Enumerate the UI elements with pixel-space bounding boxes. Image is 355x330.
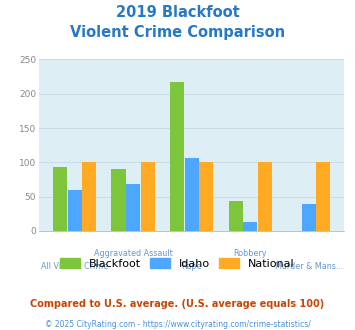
Text: Violent Crime Comparison: Violent Crime Comparison (70, 25, 285, 40)
Bar (185, 157, 199, 231)
Legend: Blackfoot, Idaho, National: Blackfoot, Idaho, National (56, 254, 299, 273)
Bar (141, 162, 155, 231)
Bar (229, 202, 242, 231)
Bar (243, 222, 257, 231)
Bar (111, 169, 126, 231)
Text: Rape: Rape (181, 262, 202, 271)
Bar (170, 82, 184, 231)
Bar (258, 162, 272, 231)
Text: Murder & Mans...: Murder & Mans... (275, 262, 343, 271)
Bar (316, 162, 331, 231)
Bar (82, 162, 96, 231)
Text: Aggravated Assault: Aggravated Assault (94, 249, 173, 258)
Bar (199, 162, 213, 231)
Bar (67, 190, 82, 231)
Text: 2019 Blackfoot: 2019 Blackfoot (116, 5, 239, 20)
Bar (126, 184, 140, 231)
Text: All Violent Crime: All Violent Crime (41, 262, 108, 271)
Text: © 2025 CityRating.com - https://www.cityrating.com/crime-statistics/: © 2025 CityRating.com - https://www.city… (45, 320, 310, 329)
Bar (53, 167, 67, 231)
Text: Robbery: Robbery (234, 249, 267, 258)
Text: Compared to U.S. average. (U.S. average equals 100): Compared to U.S. average. (U.S. average … (31, 299, 324, 309)
Bar (302, 204, 316, 231)
